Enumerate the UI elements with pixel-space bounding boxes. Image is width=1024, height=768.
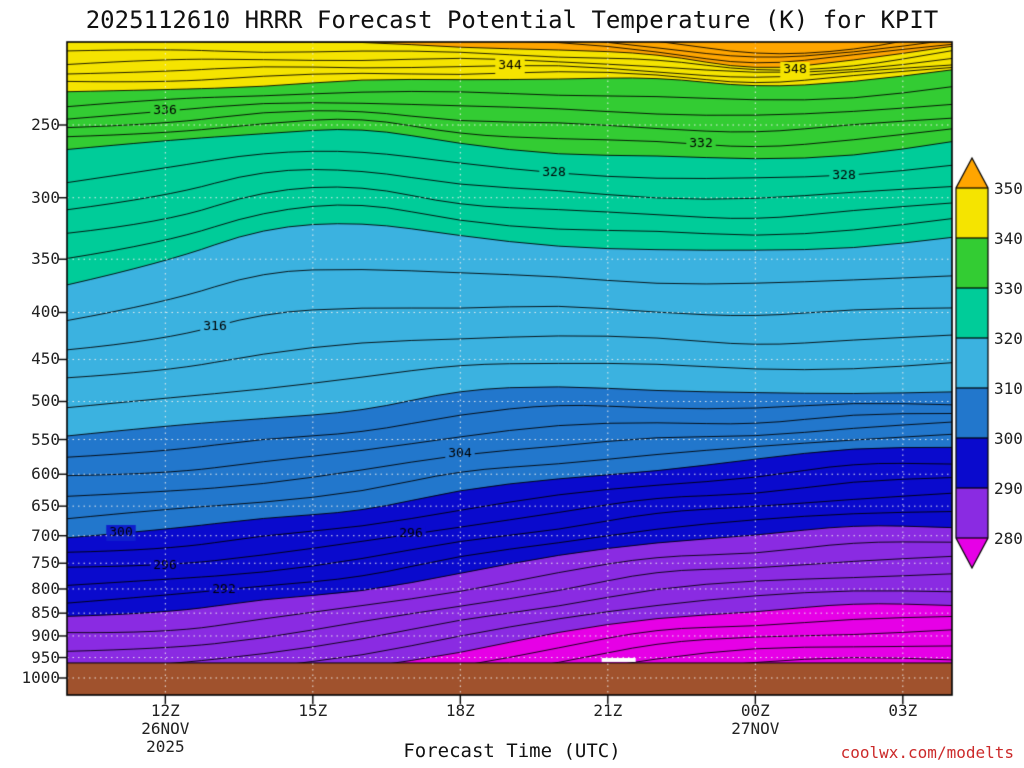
- colorbar-tick-label: 320: [994, 329, 1023, 348]
- x-axis-date-label: 26NOV: [141, 719, 190, 738]
- watermark-text: coolwx.com/modelts: [840, 743, 1014, 762]
- colorbar-tick-label: 340: [994, 229, 1023, 248]
- y-axis-tick-label: 800: [31, 578, 60, 598]
- x-axis-tick-label: 12Z: [150, 701, 180, 720]
- x-axis-tick-label: 18Z: [445, 701, 475, 720]
- colorbar-tick-label: 300: [994, 429, 1023, 448]
- colorbar-tick-label: 330: [994, 279, 1023, 298]
- x-axis-date-label: 2025: [146, 737, 185, 756]
- colorbar-tick-label: 350: [994, 179, 1023, 198]
- y-axis-tick-label: 750: [31, 553, 60, 573]
- y-axis-tick-label: 650: [31, 496, 60, 516]
- x-axis-tick-label: 15Z: [298, 701, 328, 720]
- y-axis-tick-label: 300: [31, 187, 60, 207]
- y-axis-tick-label: 850: [31, 603, 60, 623]
- y-axis-tick-label: 400: [31, 302, 60, 322]
- x-axis-date-label: 27NOV: [731, 719, 780, 738]
- y-axis-tick-label: 900: [31, 625, 60, 645]
- y-axis-tick-label: 250: [31, 115, 60, 134]
- y-axis-tick-label: 700: [31, 525, 60, 545]
- y-axis-tick-label: 1000: [21, 667, 60, 687]
- x-axis-tick-label: 21Z: [593, 701, 623, 720]
- chart-title: 2025112610 HRRR Forecast Potential Tempe…: [85, 6, 939, 34]
- x-axis-tick-label: 03Z: [888, 701, 918, 720]
- x-axis-label: Forecast Time (UTC): [403, 740, 621, 762]
- y-axis-tick-label: 550: [31, 429, 60, 449]
- colorbar-tick-label: 280: [994, 529, 1023, 548]
- y-axis-tick-label: 950: [31, 647, 60, 667]
- colorbar-tick-label: 310: [994, 379, 1023, 398]
- y-axis-tick-label: 350: [31, 249, 60, 269]
- y-axis-tick-label: 500: [31, 391, 60, 411]
- x-axis-tick-label: 00Z: [740, 701, 770, 720]
- y-axis-tick-label: 450: [31, 349, 60, 369]
- colorbar-tick-label: 290: [994, 479, 1023, 498]
- y-axis-tick-label: 600: [31, 464, 60, 484]
